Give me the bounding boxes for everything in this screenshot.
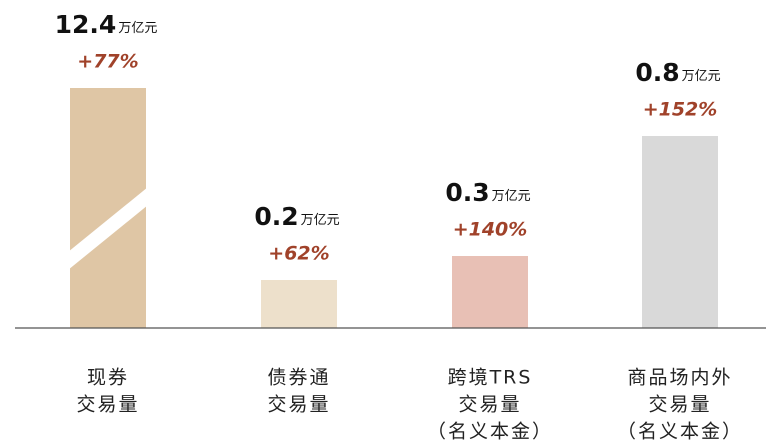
category-label: （名义本金） [617,421,743,443]
value-number: 12.4 [55,10,117,39]
bar [452,256,528,328]
growth-label: +152% [643,99,718,121]
category-label: 交易量 [648,394,711,416]
value-unit: 万亿元 [118,21,157,36]
category-label: 债券通 [267,367,330,389]
category-label: 交易量 [267,394,330,416]
value-number: 0.2 [254,202,298,231]
category-label: （名义本金） [427,421,553,443]
category-label: 交易量 [76,394,139,416]
category-label: 商品场内外 [627,367,732,389]
bar [642,136,718,328]
bar [261,280,337,328]
value-unit: 万亿元 [682,69,721,84]
value-number: 0.3 [445,178,489,207]
value-number: 0.8 [635,58,679,87]
value-label: 0.2 万亿元 [254,202,339,231]
category-label: 现券 [87,367,129,389]
value-label: 12.4 万亿元 [55,10,158,39]
category-label: 跨境TRS [448,367,533,389]
value-label: 0.3 万亿元 [445,178,530,207]
value-unit: 万亿元 [492,189,531,204]
growth-label: +77% [77,51,138,73]
value-unit: 万亿元 [301,213,340,228]
category-label: 交易量 [458,394,521,416]
growth-label: +62% [268,243,329,265]
value-label: 0.8 万亿元 [635,58,720,87]
growth-label: +140% [453,219,528,241]
axis-break [68,187,148,270]
